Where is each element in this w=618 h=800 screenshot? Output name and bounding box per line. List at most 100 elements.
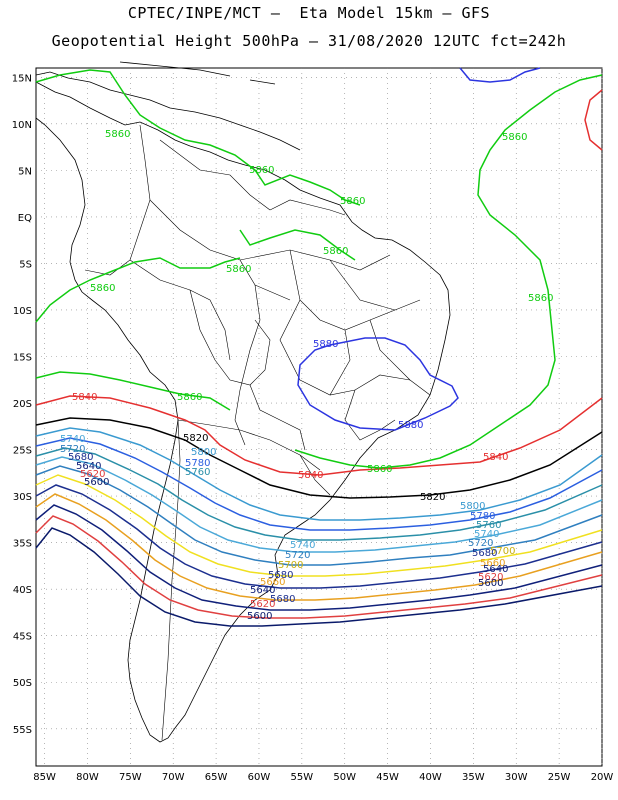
label-5740-a: 5740 [60,434,85,445]
border-uruguay [299,454,331,496]
brazil-states-7 [329,259,396,311]
lon-tick-label: 70W [162,772,185,783]
border-argentina-chile [161,419,181,741]
lat-tick-label: EQ [18,213,32,224]
contour-5820 [35,417,603,499]
label-5620-b: 5620 [250,599,275,610]
border-bolivia [189,289,271,386]
label-5840-b: 5840 [298,470,323,481]
lat-tick-label: 5S [19,259,32,270]
lon-tick-label: 55W [291,772,314,783]
border-argentina-north [177,419,321,471]
lon-tick-label: 35W [462,772,485,783]
lon-tick-label: 75W [119,772,142,783]
contour-5640 [35,504,603,611]
label-5860-i: 5860 [177,392,202,403]
lon-tick-label: 50W [333,772,356,783]
contour-5740 [35,456,603,553]
title-line-2: Geopotential Height 500hPa – 31/08/2020 … [51,32,567,50]
lat-tick-label: 20S [13,399,32,410]
label-5780-a: 5780 [185,458,210,469]
brazil-states-6 [369,319,431,396]
contour-5860-north-2 [239,229,356,261]
south-america-coast [35,81,451,743]
label-5780-b: 5780 [470,511,495,522]
label-5880-a: 5880 [313,339,338,350]
label-5620-c: 5620 [478,572,503,583]
brazil-states-1 [239,249,391,271]
label-5680-c: 5680 [270,594,295,605]
label-5860-c: 5860 [340,196,365,207]
label-5720-b: 5720 [285,550,310,561]
label-5880-b: 5880 [398,420,423,431]
lon-tick-label: 80W [76,772,99,783]
contour-5720 [35,465,603,566]
label-5800-b: 5800 [460,501,485,512]
lat-tick-label: 30S [13,492,32,503]
label-5700-a: 5700 [278,560,303,571]
label-5860-e: 5860 [226,264,251,275]
label-5680-b: 5680 [268,570,293,581]
lon-tick-label: 45W [376,772,399,783]
lat-tick-label: 45S [13,632,32,643]
lon-tick-label: 85W [33,772,56,783]
contour-5800 [35,427,603,521]
contour-5600 [35,527,603,627]
label-5720-c: 5720 [468,538,493,549]
label-5860-j: 5860 [367,464,392,475]
map-frame [35,67,603,767]
contour-5760 [35,447,603,541]
border-guianas [269,199,346,216]
label-5760-b: 5760 [476,520,501,531]
contour-lines [35,67,603,627]
contour-5880-north [459,67,541,83]
contour-labels: 5880 5880 5860 5860 5860 5860 5860 5860 … [60,129,553,622]
label-5600-a: 5600 [84,477,109,488]
lat-tick-label: 35S [13,539,32,550]
border-brazil-west [149,199,261,446]
cuba-islands [119,61,276,85]
label-5840-a: 5840 [72,392,97,403]
lat-tick-label: 40S [13,585,32,596]
coastlines [35,61,451,743]
label-5820-a: 5820 [183,433,208,444]
brazil-states-3 [279,299,411,396]
label-5820-b: 5820 [420,492,445,503]
label-5600-c: 5600 [478,578,503,589]
brazil-states-2 [289,249,421,331]
border-colombia [84,124,151,276]
label-5680-a: 5680 [68,452,93,463]
contour-5700 [35,474,603,577]
graticule [36,68,603,766]
contour-5660 [35,493,603,601]
label-5640-a: 5640 [76,461,101,472]
label-5860-b: 5860 [249,165,274,176]
contour-5860-east [294,74,603,469]
label-5860-h: 5860 [528,293,553,304]
contour-5860-south [35,371,231,411]
contour-5840-red-east [584,89,603,151]
label-5860-a: 5860 [105,129,130,140]
contour-5840 [35,395,603,476]
title-line-1: CPTEC/INPE/MCT – Eta Model 15km – GFS [127,4,491,22]
contour-5860-north [35,69,361,206]
label-5860-f: 5860 [90,283,115,294]
brazil-states-4 [344,389,396,441]
lat-tick-label: 50S [13,678,32,689]
lon-tick-label: 60W [248,772,271,783]
label-5860-d: 5860 [323,246,348,257]
brazil-states-5 [329,329,351,396]
contour-5680 [35,484,603,589]
label-5800-a: 5800 [191,447,216,458]
label-5660-b: 5660 [480,558,505,569]
contour-5780 [35,437,603,531]
lon-tick-label: 20W [591,772,614,783]
lat-tick-label: 10S [13,306,32,317]
country-borders [84,124,431,741]
label-5760-a: 5760 [185,467,210,478]
label-5860-g: 5860 [502,132,527,143]
lat-tick-label: 25S [13,446,32,457]
brazil-states-8 [254,284,291,301]
label-5740-b: 5740 [290,540,315,551]
